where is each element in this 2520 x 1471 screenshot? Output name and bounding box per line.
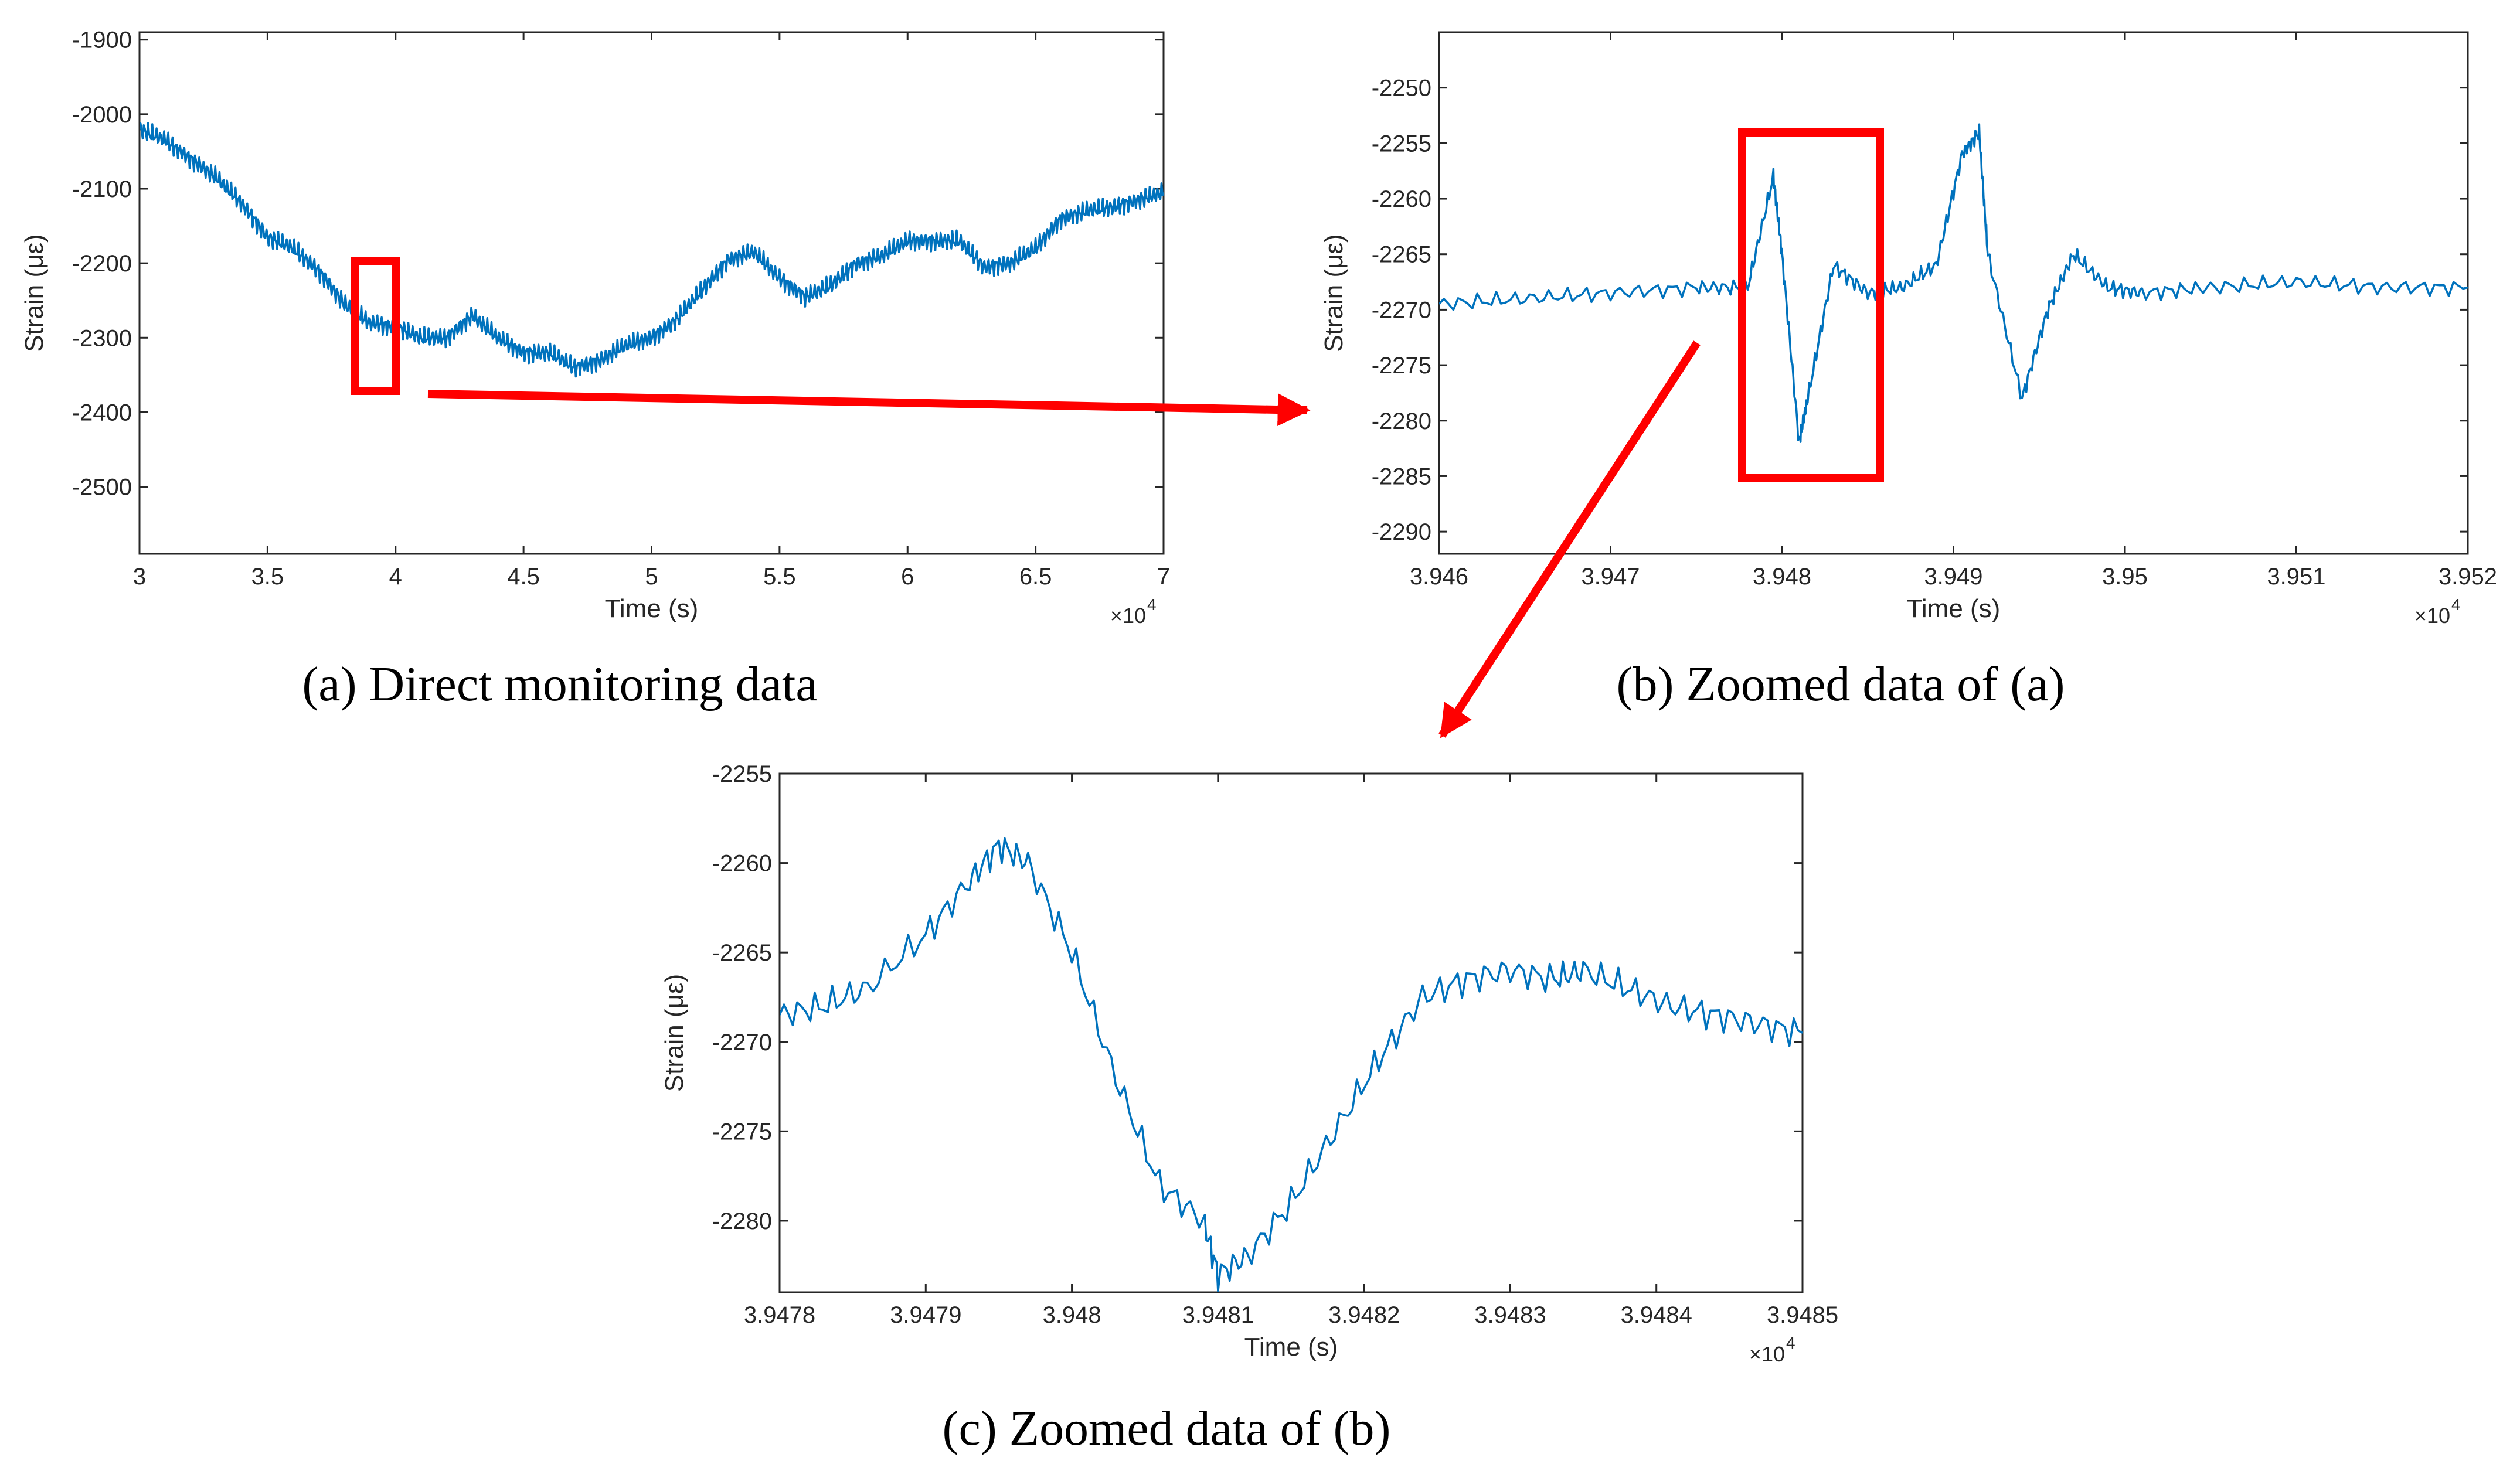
y-tick-label-a: -2500 [72,475,132,500]
x-tick-label-b: 3.947 [1581,564,1640,590]
zoom-box-b [1738,128,1884,482]
x-tick-label-a: 3 [133,564,146,590]
x-tick-label-b: 3.952 [2439,564,2497,590]
y-tick-label-c: -2260 [712,851,772,877]
y-tick-label-c: -2280 [712,1208,772,1234]
axes-box-a [138,31,1165,555]
y-axis-title-b: Strain (με) [1319,234,1348,352]
x-exponent-power-a: 4 [1147,595,1157,614]
zoom-annotations [351,128,1884,738]
x-exponent-label-c: ×10 [1749,1342,1785,1366]
plot-area-a: 3 3.5 4 4.5 5 5.5 6 6.5 7 -1900 -2000 -2100 -2200 -23… [20,28,1170,628]
y-tick-label-b: -2290 [1372,519,1431,545]
x-tick-label-a: 4.5 [507,564,540,590]
x-tick-label-b: 3.946 [1410,564,1468,590]
x-tick-label-c: 3.9479 [890,1302,961,1328]
y-tick-label-c: -2255 [712,761,772,787]
x-tick-label-c: 3.9483 [1474,1302,1546,1328]
y-tick-label-c: -2270 [712,1030,772,1055]
series-line-b [1439,123,2468,443]
plot-area-c: 3.9478 3.9479 3.948 3.9481 3.9482 3.9483 3.948… [660,761,1838,1366]
x-tick-label-a: 5 [645,564,658,590]
y-tick-label-b: -2255 [1372,131,1431,156]
y-tick-label-a: -2300 [72,325,132,351]
y-tick-label-b: -2280 [1372,408,1431,434]
x-tick-label-b: 3.951 [2267,564,2325,590]
y-tick-label-b: -2285 [1372,464,1431,489]
y-tick-label-b: -2270 [1372,297,1431,323]
y-tick-label-a: -2000 [72,102,132,128]
x-tick-label-b: 3.948 [1753,564,1811,590]
plot-area-b: 3.946 3.947 3.948 3.949 3.95 3.951 3.952 -2250 -… [1319,31,2497,628]
x-tick-label-b: 3.95 [2102,564,2148,590]
y-tick-label-c: -2265 [712,940,772,966]
x-exponent-power-b: 4 [2451,595,2461,614]
y-axis-title-a: Strain (με) [20,234,49,352]
y-tick-label-a: -1900 [72,28,132,53]
x-exponent-label-b: ×10 [2414,604,2450,628]
x-tick-label-c: 3.9485 [1767,1302,1838,1328]
x-tick-label-c: 3.948 [1043,1302,1101,1328]
arrow-b-to-c [1438,340,1701,738]
axes-box-c [778,772,1804,1293]
y-tick-label-b: -2260 [1372,186,1431,212]
y-tick-label-b: -2265 [1372,242,1431,268]
x-tick-label-c: 3.9484 [1621,1302,1692,1328]
axes-box-b [1438,31,2469,555]
y-axis-title-c: Strain (με) [660,974,689,1092]
series-line-c [780,837,1803,1292]
caption-c: (c) Zoomed data of (b) [943,1401,1391,1456]
y-tick-label-a: -2100 [72,176,132,202]
x-tick-label-a: 6.5 [1019,564,1052,590]
x-tick-label-a: 5.5 [763,564,796,590]
x-exponent-label-a: ×10 [1110,604,1146,628]
chart-panel-b: 3.946 3.947 3.948 3.949 3.95 3.951 3.952 -2250 -… [1319,31,2497,711]
caption-b: (b) Zoomed data of (a) [1617,657,2065,711]
zoom-box-a [351,257,400,395]
arrow-a-to-b [427,390,1311,427]
series-line-a [140,122,1164,378]
caption-a: (a) Direct monitoring data [302,657,817,711]
y-tick-label-a: -2200 [72,251,132,277]
x-axis-title-b: Time (s) [1907,594,2001,623]
x-tick-label-a: 6 [901,564,914,590]
y-tick-label-b: -2275 [1372,353,1431,379]
x-tick-label-b: 3.949 [1924,564,1982,590]
x-tick-label-a: 4 [389,564,402,590]
chart-panel-c: 3.9478 3.9479 3.948 3.9481 3.9482 3.9483 3.948… [660,761,1838,1456]
x-tick-label-a: 7 [1157,564,1170,590]
chart-panel-a: 3 3.5 4 4.5 5 5.5 6 6.5 7 -1900 -2000 -2100 -2200 -23… [20,28,1170,711]
x-axis-title-a: Time (s) [605,594,699,623]
x-exponent-power-c: 4 [1786,1334,1795,1352]
x-tick-label-c: 3.9481 [1182,1302,1254,1328]
y-tick-label-a: -2400 [72,400,132,425]
x-tick-label-c: 3.9482 [1328,1302,1400,1328]
y-tick-label-b: -2250 [1372,76,1431,101]
x-tick-label-a: 3.5 [251,564,284,590]
y-tick-label-c: -2275 [712,1119,772,1145]
x-axis-title-c: Time (s) [1244,1333,1338,1361]
x-tick-label-c: 3.9478 [744,1302,815,1328]
